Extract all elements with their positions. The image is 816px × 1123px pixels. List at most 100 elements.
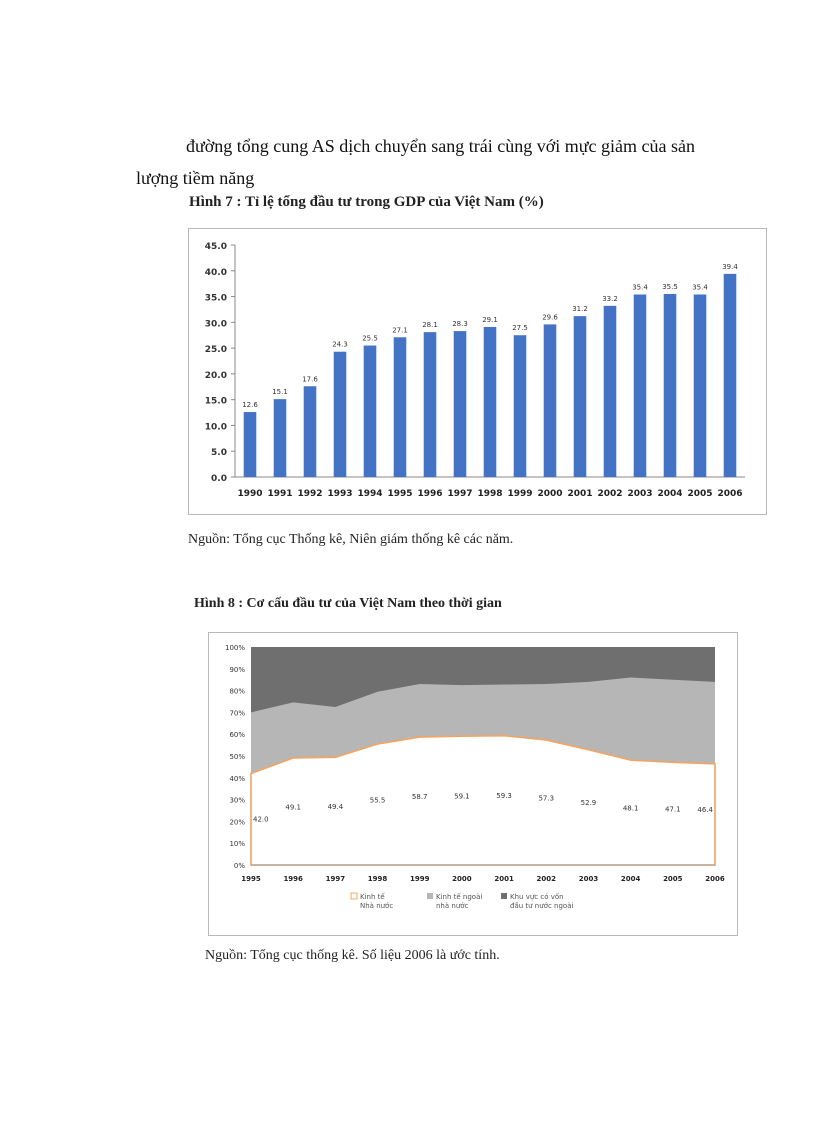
legend-swatch-0	[350, 892, 358, 900]
data-label-1990: 12.6	[242, 401, 258, 409]
x-tick-label-2006: 2006	[705, 875, 725, 883]
x-tick-label-1990: 1990	[237, 489, 262, 499]
legend-label-0: Kinh tế	[360, 893, 385, 901]
x-tick-label-2000: 2000	[537, 489, 562, 499]
figure-8-frame: 0% 10% 20% 30% 40% 50% 60% 70% 80% 90% 100% 42.0 49.…	[208, 632, 738, 936]
legend-label-1-line2: nhà nước	[436, 902, 469, 910]
area-state-economy	[250, 734, 716, 866]
x-tick-label-2003: 2003	[627, 489, 652, 499]
data-label-1999: 58.7	[412, 793, 428, 801]
bar-1999	[513, 335, 527, 477]
y-tick-label: 45.0	[205, 242, 227, 252]
data-label-1995: 42.0	[253, 815, 269, 823]
bar-1994	[363, 345, 377, 477]
bar-1997	[453, 331, 467, 477]
body-text-line-2: lượng tiềm năng	[136, 168, 255, 188]
y-tick-label: 20%	[229, 818, 245, 826]
x-tick-label-1995: 1995	[241, 875, 261, 883]
bar-1990	[243, 412, 257, 477]
x-tick-label-1994: 1994	[357, 489, 382, 499]
bar-1993	[333, 351, 347, 477]
x-tick-label-1998: 1998	[368, 875, 388, 883]
x-tick-label-2005: 2005	[687, 489, 712, 499]
bar-2001	[573, 316, 587, 477]
bar-2003	[633, 294, 647, 477]
y-tick-label: 10%	[229, 840, 245, 848]
figure-8-title: Hình 8 : Cơ cấu đầu tư của Việt Nam theo…	[194, 596, 502, 611]
y-tick-label: 50%	[229, 753, 245, 761]
figure-8-source: Nguồn: Tổng cục thống kê. Số liệu 2006 l…	[205, 948, 500, 963]
x-tick-label-1992: 1992	[297, 489, 322, 499]
investment-gdp-bar-chart: 0.0 5.0 10.0 15.0 20.0 25.0 30.0 35.0 40.0 45.0 12…	[205, 242, 745, 499]
x-tick-label-2004: 2004	[621, 875, 641, 883]
data-label-2001: 31.2	[572, 305, 588, 313]
x-tick-label-1997: 1997	[447, 489, 472, 499]
bar-2006	[723, 273, 737, 477]
x-tick-label-2003: 2003	[579, 875, 599, 883]
y-tick-label: 40.0	[205, 268, 227, 278]
x-tick-label-1995: 1995	[387, 489, 412, 499]
x-tick-label-1999: 1999	[507, 489, 532, 499]
data-label-1992: 17.6	[302, 375, 318, 383]
bar-1992	[303, 386, 317, 477]
x-tick-label-1999: 1999	[410, 875, 430, 883]
bar-1995	[393, 337, 407, 477]
x-tick-label-2001: 2001	[567, 489, 592, 499]
data-label-2006: 46.4	[697, 806, 713, 814]
x-tick-label-2001: 2001	[494, 875, 514, 883]
x-tick-label-2004: 2004	[657, 489, 682, 499]
data-label-1995: 27.1	[392, 326, 408, 334]
data-label-1994: 25.5	[362, 335, 378, 343]
data-label-2006: 39.4	[722, 263, 738, 271]
legend-swatch-2	[501, 893, 507, 899]
x-tick-label-1996: 1996	[417, 489, 442, 499]
x-tick-label-1993: 1993	[327, 489, 352, 499]
body-text-line-1: đường tổng cung AS dịch chuyển sang trái…	[186, 136, 695, 156]
data-label-1993: 24.3	[332, 341, 348, 349]
x-tick-label-2000: 2000	[452, 875, 472, 883]
legend-label-2: Khu vực có vốn	[510, 893, 564, 901]
y-tick-label: 10.0	[205, 422, 227, 432]
data-label-2004: 35.5	[662, 283, 678, 291]
data-label-1998: 55.5	[370, 796, 386, 804]
data-label-2002: 57.3	[538, 794, 554, 802]
data-label-2003: 52.9	[581, 799, 597, 807]
x-tick-label-1996: 1996	[283, 875, 303, 883]
y-tick-label: 60%	[229, 731, 245, 739]
investment-structure-area-chart: 0% 10% 20% 30% 40% 50% 60% 70% 80% 90% 100% 42.0 49.…	[225, 644, 725, 910]
bar-2005	[693, 294, 707, 477]
data-label-1991: 15.1	[272, 388, 288, 396]
bar-2002	[603, 305, 617, 477]
bar-1998	[483, 326, 497, 477]
data-label-2000: 59.1	[454, 792, 470, 800]
x-tick-label-1998: 1998	[477, 489, 502, 499]
x-tick-label-2002: 2002	[537, 875, 557, 883]
bar-2004	[663, 293, 677, 477]
bar-1996	[423, 332, 437, 477]
data-label-2001: 59.3	[496, 792, 512, 800]
x-tick-label-1991: 1991	[267, 489, 292, 499]
data-label-2000: 29.6	[542, 313, 558, 321]
y-tick-label: 40%	[229, 775, 245, 783]
figure-7-frame: 0.0 5.0 10.0 15.0 20.0 25.0 30.0 35.0 40.0 45.0 12…	[188, 228, 767, 515]
x-tick-label-2006: 2006	[717, 489, 742, 499]
data-label-1996: 49.1	[285, 803, 301, 811]
data-label-1999: 27.5	[512, 324, 528, 332]
y-tick-label: 30%	[229, 797, 245, 805]
legend-label-1: Kinh tế ngoài	[436, 893, 482, 901]
y-tick-label: 90%	[229, 666, 245, 674]
x-tick-label-2002: 2002	[597, 489, 622, 499]
y-tick-label: 0.0	[211, 474, 227, 484]
data-label-1997: 49.4	[328, 803, 344, 811]
y-tick-label: 0%	[234, 862, 245, 870]
data-label-1997: 28.3	[452, 320, 468, 328]
legend-label-2-line2: đầu tư nước ngoài	[510, 902, 573, 910]
y-tick-label: 100%	[225, 644, 245, 652]
legend-swatch-1	[427, 893, 433, 899]
y-tick-label: 35.0	[205, 294, 227, 304]
y-tick-label: 80%	[229, 688, 245, 696]
data-label-2005: 35.4	[692, 283, 708, 291]
y-tick-label: 30.0	[205, 319, 227, 329]
data-label-2004: 48.1	[623, 804, 639, 812]
y-tick-label: 5.0	[211, 448, 227, 458]
